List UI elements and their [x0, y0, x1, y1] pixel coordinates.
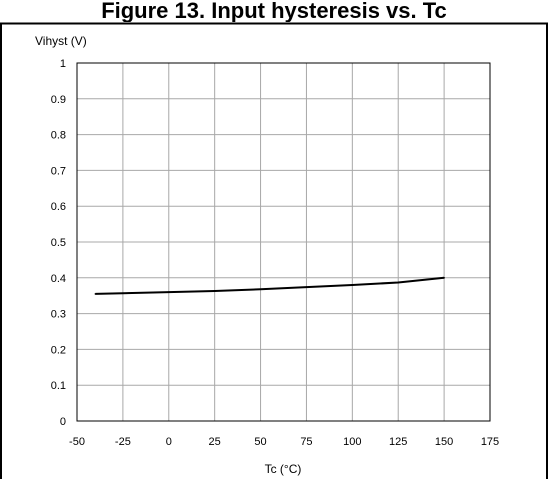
grid-layer — [76, 62, 491, 422]
data-point — [351, 284, 354, 286]
y-tick-label: 0.5 — [51, 237, 66, 249]
y-tick-label: 0 — [60, 416, 66, 428]
y-tick-label: 0.3 — [51, 309, 66, 321]
y-tick-label: 0.9 — [51, 94, 66, 106]
data-point — [397, 281, 400, 284]
x-tick-label: 0 — [166, 436, 172, 448]
data-point — [167, 291, 170, 293]
x-tick-label: 175 — [481, 436, 499, 448]
series-layer — [94, 276, 445, 295]
y-tick-label: 0.6 — [51, 201, 66, 213]
x-tick-label: 150 — [435, 436, 453, 448]
y-axis-title: Vihyst (V) — [35, 34, 87, 48]
data-point — [122, 292, 124, 294]
x-tick-label: 50 — [254, 436, 266, 448]
tick-label-layer: -50 -25 0 25 50 75 100 125 150 175 0 0.1 0.2 0.3 0.4 0.… — [51, 58, 499, 448]
x-axis-title: Tc (°C) — [265, 462, 302, 476]
y-tick-label: 0.8 — [51, 130, 66, 142]
chart-title: Figure 13. Input hysteresis vs. Tc — [101, 0, 447, 22]
x-tick-label: 75 — [300, 436, 312, 448]
y-tick-label: 0.4 — [51, 273, 66, 285]
x-tick-label: -25 — [115, 436, 131, 448]
x-tick-label: 100 — [343, 436, 361, 448]
y-tick-label: 0.7 — [51, 165, 66, 177]
y-tick-label: 0.2 — [51, 344, 66, 356]
x-tick-label: -50 — [69, 436, 85, 448]
y-tick-label: 1 — [60, 58, 66, 70]
data-point — [213, 290, 216, 292]
series-line — [95, 276, 445, 295]
x-tick-label: 25 — [209, 436, 221, 448]
data-point — [94, 293, 97, 295]
data-point — [305, 286, 308, 288]
plot-area-border — [76, 62, 491, 422]
data-point — [443, 277, 445, 279]
y-tick-label: 0.1 — [51, 380, 66, 392]
x-tick-label: 125 — [389, 436, 407, 448]
data-point — [259, 288, 262, 291]
